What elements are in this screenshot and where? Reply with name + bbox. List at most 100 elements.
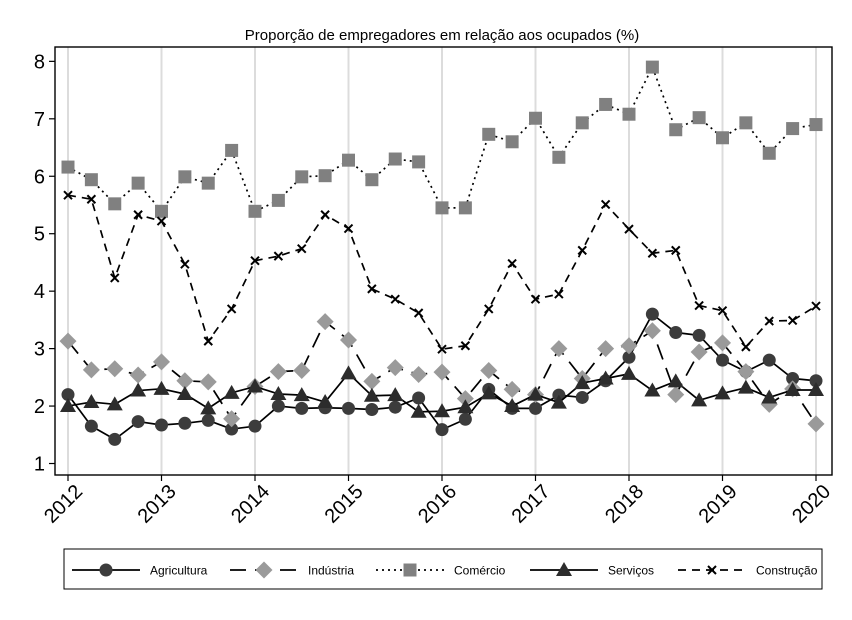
data-point-comercio — [412, 155, 426, 169]
data-point-construcao — [156, 216, 167, 226]
data-point-comercio — [762, 146, 776, 160]
data-point-agricultura — [809, 374, 823, 388]
data-point-construcao — [460, 341, 471, 351]
data-point-construcao — [297, 243, 307, 254]
legend-label: Serviços — [608, 564, 654, 578]
data-point-servicos — [60, 398, 76, 413]
data-point-construcao — [413, 308, 424, 318]
data-point-comercio — [599, 97, 613, 111]
data-point-industria — [293, 361, 311, 379]
data-point-industria — [269, 363, 287, 381]
data-point-industria — [714, 334, 731, 352]
legend-item-agricultura: Agricultura — [72, 563, 208, 578]
data-point-industria — [386, 359, 404, 377]
y-tick-label: 3 — [34, 339, 45, 361]
data-point-comercio — [809, 118, 823, 132]
data-point-construcao — [226, 304, 237, 314]
data-point-construcao — [273, 251, 284, 261]
data-point-comercio — [622, 107, 636, 121]
data-point-agricultura — [201, 413, 215, 427]
data-point-agricultura — [458, 412, 472, 426]
data-point-servicos — [223, 384, 240, 399]
data-point-industria — [199, 373, 217, 391]
data-point-agricultura — [575, 390, 589, 404]
data-point-industria — [480, 361, 498, 379]
data-point-agricultura — [388, 400, 402, 414]
data-point-comercio — [318, 169, 332, 183]
data-point-servicos — [737, 379, 754, 394]
data-point-construcao — [367, 284, 377, 294]
data-point-comercio — [505, 135, 519, 149]
data-point-servicos — [527, 386, 544, 401]
data-point-industria — [456, 390, 474, 408]
data-point-comercio — [435, 201, 449, 215]
legend-label: Construção — [756, 564, 818, 578]
data-point-agricultura — [622, 350, 636, 364]
legend-label: Indústria — [308, 564, 354, 578]
data-point-comercio — [575, 116, 589, 130]
data-point-agricultura — [645, 307, 659, 321]
data-point-construcao — [203, 336, 213, 346]
data-point-agricultura — [155, 418, 168, 432]
data-point-comercio — [786, 122, 800, 136]
y-tick-label: 1 — [34, 454, 45, 476]
legend-marker-comercio — [403, 563, 417, 577]
data-point-industria — [807, 415, 825, 433]
data-point-construcao — [671, 245, 681, 256]
data-point-comercio — [388, 152, 402, 166]
y-tick-label: 5 — [34, 224, 45, 246]
data-point-industria — [316, 313, 334, 331]
series-agricultura — [61, 307, 823, 446]
data-point-agricultura — [529, 401, 542, 415]
series-industria — [59, 313, 825, 433]
data-point-servicos — [153, 380, 170, 395]
data-point-industria — [340, 331, 357, 349]
data-point-industria — [503, 380, 521, 398]
data-point-servicos — [457, 399, 474, 414]
data-point-comercio — [201, 176, 215, 190]
y-tick-label: 6 — [34, 166, 45, 188]
data-point-industria — [223, 410, 241, 428]
data-point-industria — [597, 340, 615, 358]
data-point-agricultura — [131, 415, 145, 429]
data-point-construcao — [484, 304, 494, 314]
legend: Agricultura Indústria Comércio Serviços Cons… — [63, 548, 823, 590]
data-point-industria — [667, 386, 685, 404]
data-point-construcao — [250, 256, 260, 266]
data-point-servicos — [130, 382, 147, 397]
data-point-construcao — [787, 315, 798, 326]
data-point-comercio — [225, 143, 239, 157]
data-point-agricultura — [365, 403, 379, 417]
data-point-agricultura — [762, 353, 776, 367]
data-point-industria — [82, 361, 100, 379]
data-point-comercio — [84, 173, 98, 187]
data-point-industria — [620, 337, 638, 355]
series-construcao — [63, 190, 821, 354]
data-point-agricultura — [786, 371, 800, 385]
data-point-agricultura — [108, 432, 122, 446]
series-servicos — [60, 365, 824, 418]
data-point-agricultura — [271, 399, 285, 413]
legend-marker-industria — [255, 561, 273, 579]
data-point-comercio — [645, 60, 659, 74]
data-point-comercio — [155, 204, 168, 218]
data-point-servicos — [621, 365, 637, 380]
data-point-servicos — [410, 403, 427, 418]
data-point-construcao — [530, 294, 541, 304]
data-point-comercio — [178, 170, 192, 184]
plot-area-frame — [54, 46, 833, 476]
data-point-industria — [106, 360, 124, 378]
chart-title: Proporção de empregadores em relação aos… — [245, 27, 639, 44]
data-point-construcao — [600, 199, 611, 210]
data-point-construcao — [624, 224, 634, 234]
data-point-construcao — [717, 305, 728, 316]
data-point-servicos — [574, 375, 591, 390]
data-point-construcao — [63, 190, 73, 200]
data-point-construcao — [320, 210, 330, 220]
data-point-comercio — [669, 123, 683, 137]
data-point-comercio — [458, 201, 472, 215]
data-point-construcao — [110, 273, 120, 283]
data-point-construcao — [764, 316, 774, 326]
data-point-servicos — [480, 385, 497, 400]
